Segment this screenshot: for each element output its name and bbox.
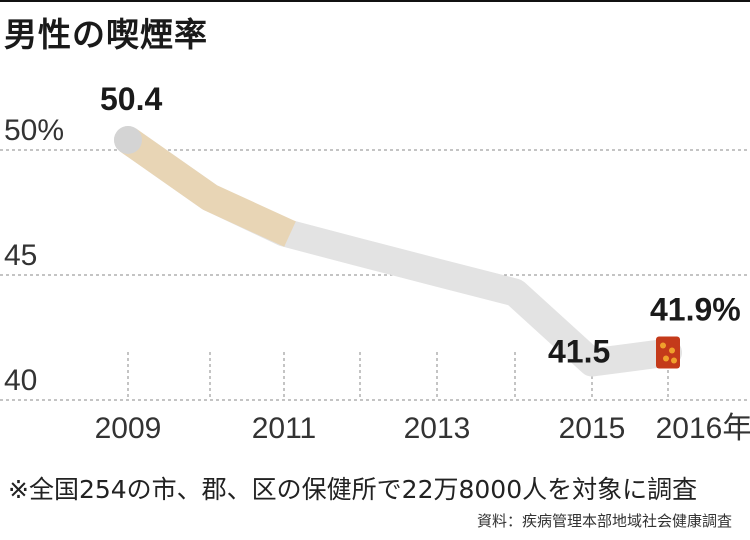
data-label: 41.5	[548, 334, 610, 370]
data-label: 50.4	[100, 81, 162, 117]
top-rule	[0, 0, 750, 2]
x-tick-label: 2016年	[656, 412, 750, 445]
x-tick-label: 2011	[252, 412, 317, 445]
axis-layer: 50% 45 40 2009 2011 2013 2015 2016年	[4, 114, 750, 445]
x-tick-label: 2013	[404, 412, 471, 445]
footnote: ※全国254の市、郡、区の保健所で22万8000人を対象に調査	[8, 475, 698, 504]
data-label: 41.9%	[650, 292, 741, 328]
cigarette-line-chart: 50% 45 40 2009 2011 2013 2015 2016年 50.4 41.5 41.…	[0, 81, 750, 445]
ember-spark	[671, 357, 677, 364]
chart-title: 男性の喫煙率	[4, 15, 208, 54]
series-line	[114, 126, 682, 377]
x-tick-label: 2015	[559, 412, 626, 445]
y-tick-label: 40	[4, 364, 37, 397]
ember-spark	[663, 355, 669, 362]
label-layer: 50.4 41.5 41.9%	[100, 81, 741, 370]
cigarette-filter	[119, 128, 296, 247]
y-tick-label: 45	[4, 239, 37, 272]
x-tick-label: 2009	[95, 412, 162, 445]
source-note: 資料：疾病管理本部地域社会健康調査	[476, 512, 732, 530]
y-tick-label: 50%	[4, 114, 64, 147]
ember-spark	[660, 342, 666, 349]
ember-spark	[669, 347, 675, 354]
filter-end	[114, 126, 142, 154]
cigarette-ember	[656, 336, 680, 369]
line-layer	[114, 126, 682, 377]
